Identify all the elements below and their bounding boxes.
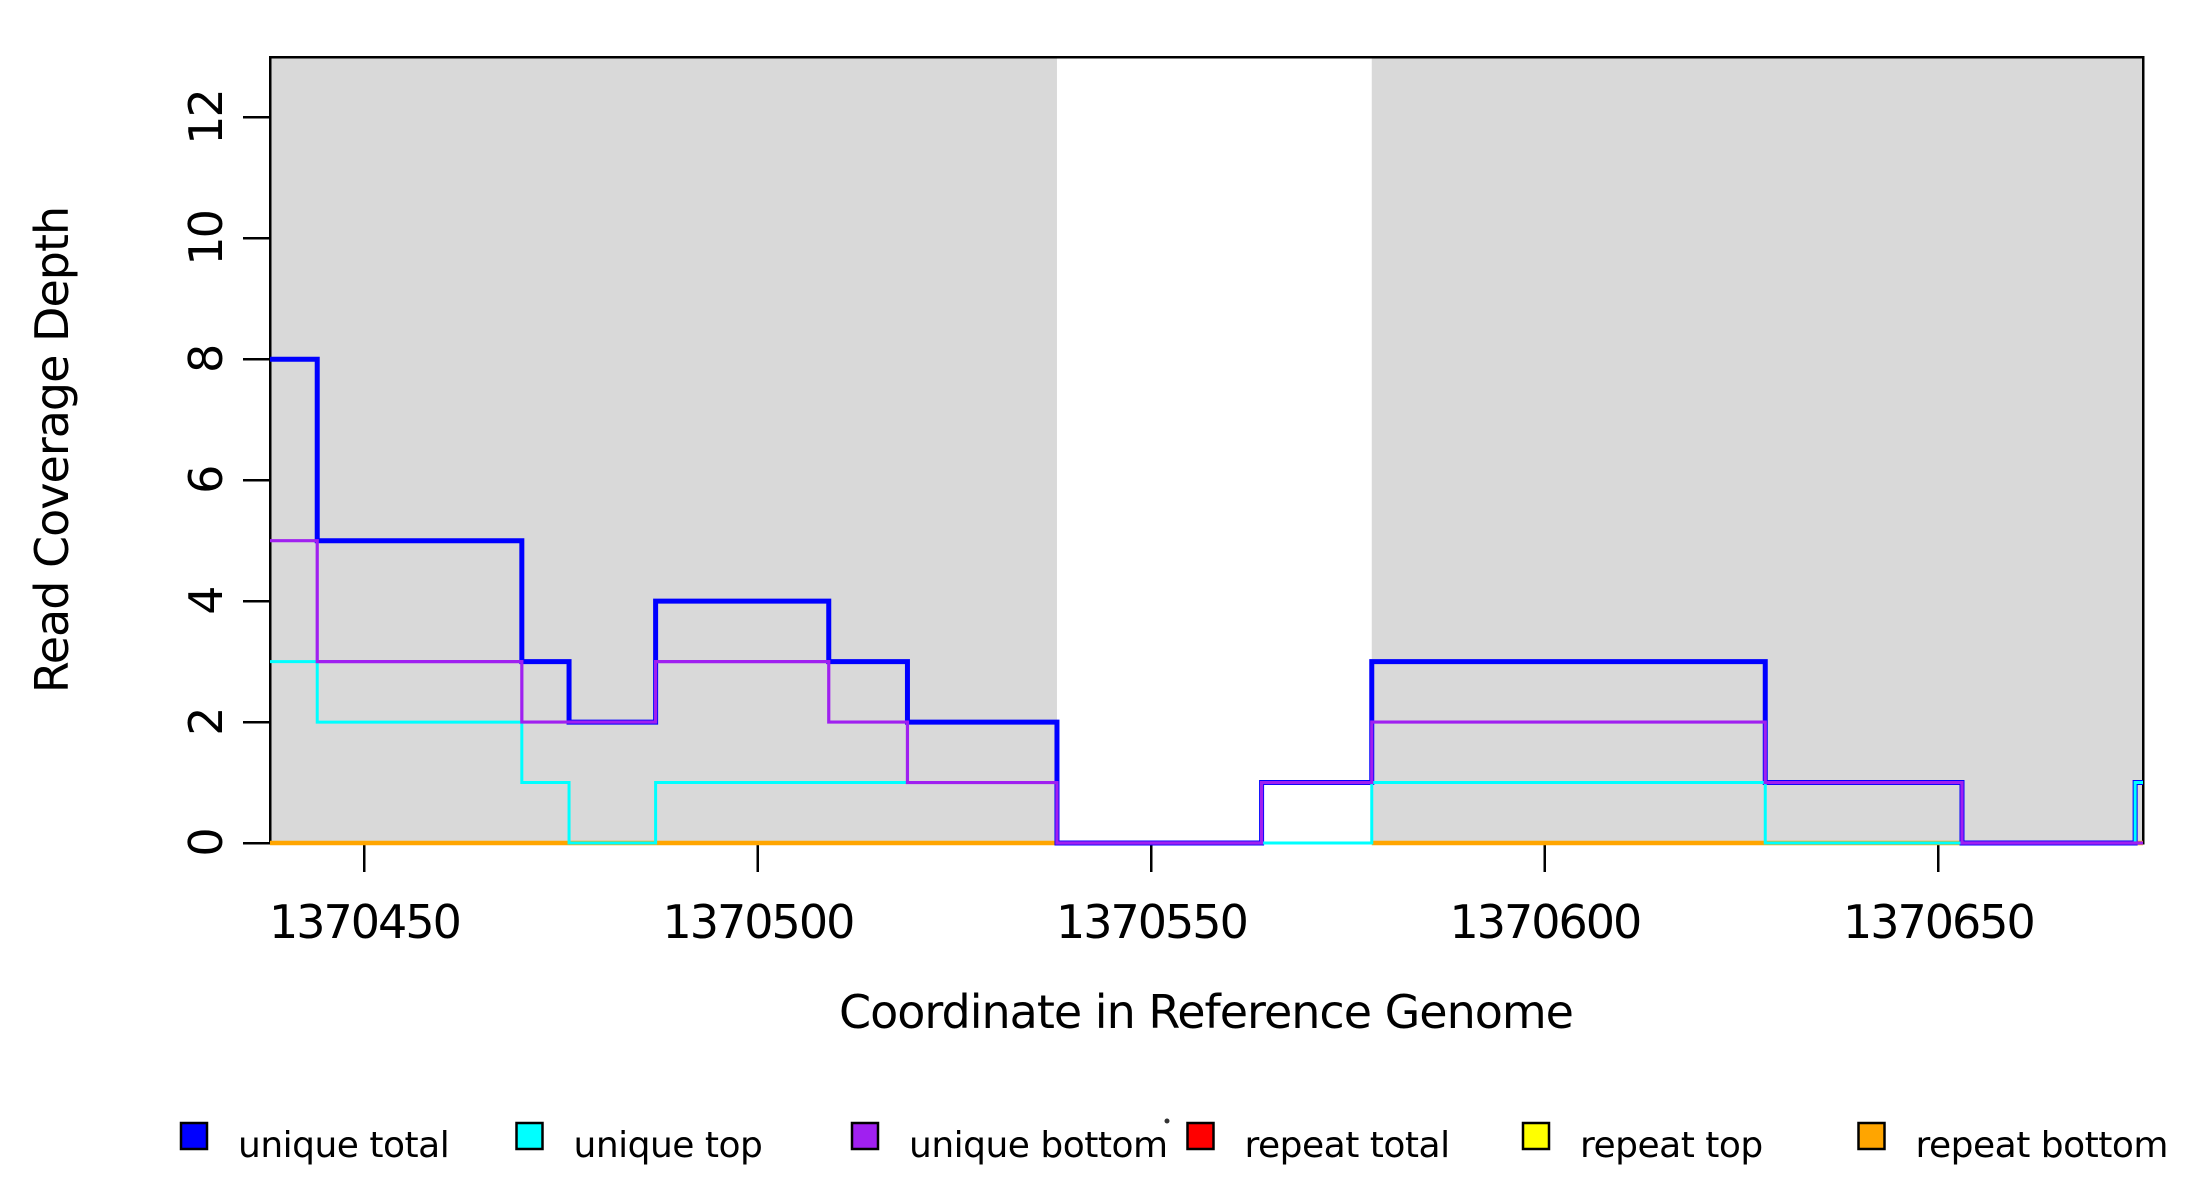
x-tick-label: 1370450 [269, 895, 460, 949]
legend-item-unique-top: unique top [515, 1121, 763, 1166]
legend-item-unique-total: unique total [179, 1121, 450, 1166]
legend-swatch-unique-total [179, 1121, 209, 1151]
y-tick-label: 4 [179, 588, 233, 615]
y-axis-title: Read Coverage Depth [25, 207, 79, 693]
y-tick-label: 10 [179, 211, 233, 266]
series-lines [270, 356, 2143, 846]
repeat-region-shades [270, 57, 2143, 843]
legend-swatch-repeat-bottom [1857, 1121, 1886, 1151]
stray-mark [1164, 1118, 1170, 1124]
legend-item-repeat-top: repeat top [1521, 1121, 1763, 1166]
legend-label: unique total [238, 1125, 449, 1166]
legend-item-unique-bottom: unique bottom [850, 1121, 1168, 1166]
legend-swatch-repeat-top [1521, 1121, 1551, 1151]
legend-label: unique top [574, 1125, 763, 1166]
legend-item-repeat-total: repeat total [1186, 1121, 1450, 1166]
legend-swatch-unique-bottom [850, 1121, 880, 1151]
y-tick-label: 0 [179, 829, 233, 856]
x-tick-label: 1370550 [1056, 895, 1247, 949]
repeat-region-shade [270, 57, 1057, 843]
x-tick-label: 1370500 [662, 895, 853, 949]
legend-swatch-repeat-total [1186, 1121, 1215, 1151]
repeat-region-shade [1371, 57, 2143, 843]
x-tick-label: 1370650 [1843, 895, 2034, 949]
legend-swatch-unique-top [515, 1121, 544, 1151]
legend-item-repeat-bottom: repeat bottom [1857, 1121, 2168, 1166]
legend: unique total unique top unique bottom repea… [179, 1121, 2168, 1166]
x-axis: 1370450 1370500 1370550 1370600 1370650 [269, 843, 2036, 949]
y-tick-label: 2 [179, 708, 233, 735]
y-tick-label: 12 [179, 90, 233, 145]
series-unique-bottom-line [270, 539, 2143, 845]
y-tick-label: 8 [179, 346, 233, 373]
legend-label: unique bottom [909, 1125, 1168, 1166]
series-unique-top-line [270, 660, 2143, 845]
legend-label: repeat total [1245, 1125, 1450, 1166]
y-axis: 0 2 4 6 8 10 12 [179, 90, 270, 857]
x-tick-label: 1370600 [1449, 895, 1640, 949]
legend-label: repeat top [1580, 1125, 1763, 1166]
y-tick-label: 6 [179, 467, 233, 494]
x-axis-title: Coordinate in Reference Genome [839, 985, 1573, 1039]
legend-label: repeat bottom [1916, 1125, 2168, 1166]
